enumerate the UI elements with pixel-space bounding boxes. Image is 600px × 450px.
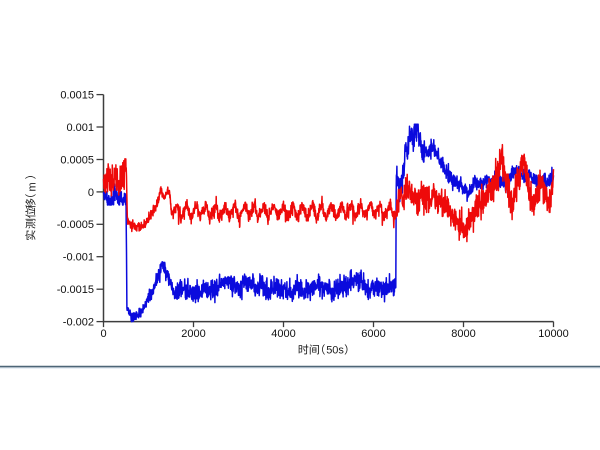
svg-text:4000: 4000 bbox=[271, 328, 295, 340]
svg-text:2000: 2000 bbox=[181, 328, 205, 340]
svg-text:0.0005: 0.0005 bbox=[60, 154, 94, 166]
svg-text:0.001: 0.001 bbox=[66, 122, 94, 134]
svg-text:0.0015: 0.0015 bbox=[60, 90, 94, 102]
svg-text:0: 0 bbox=[100, 328, 106, 340]
svg-text:m: m bbox=[26, 182, 38, 191]
svg-text:8000: 8000 bbox=[451, 328, 475, 340]
svg-text:6000: 6000 bbox=[361, 328, 385, 340]
svg-text:50s: 50s bbox=[326, 345, 344, 357]
svg-text:-0.0015: -0.0015 bbox=[57, 284, 94, 296]
svg-text:-0.001: -0.001 bbox=[63, 252, 94, 264]
svg-text:-0.002: -0.002 bbox=[63, 317, 94, 329]
svg-text:-0.0005: -0.0005 bbox=[57, 219, 94, 231]
svg-text:10000: 10000 bbox=[538, 328, 569, 340]
svg-text:0: 0 bbox=[88, 187, 94, 199]
